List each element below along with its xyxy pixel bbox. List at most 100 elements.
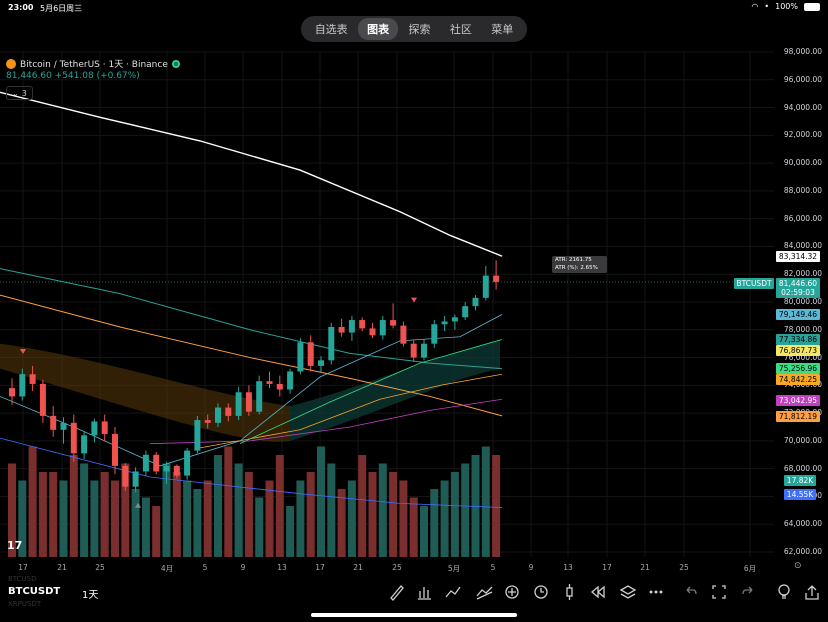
candle[interactable] <box>359 317 366 332</box>
indicator-count: 3 <box>21 88 27 98</box>
candles <box>9 260 500 493</box>
candle[interactable] <box>276 375 283 397</box>
candle[interactable] <box>194 415 201 454</box>
share-icon[interactable] <box>805 585 819 600</box>
candle[interactable] <box>215 403 221 427</box>
layers-icon[interactable] <box>619 585 637 599</box>
volume-bar <box>69 455 78 557</box>
volume-bar <box>461 463 470 557</box>
volume-bar <box>286 506 295 557</box>
candle[interactable] <box>421 339 427 361</box>
candle[interactable] <box>338 318 345 337</box>
candle[interactable] <box>163 461 170 484</box>
candle[interactable] <box>307 335 314 372</box>
undo-icon[interactable] <box>686 586 697 595</box>
candle[interactable] <box>142 450 149 476</box>
volume-bar <box>389 472 398 557</box>
home-indicator[interactable] <box>311 613 517 617</box>
volume-bar <box>378 463 387 557</box>
alarm-icon[interactable] <box>534 585 548 599</box>
trend-icon[interactable] <box>476 586 493 600</box>
candle[interactable] <box>29 365 36 391</box>
atr-value: ATR: 2161.75 <box>555 257 592 263</box>
symbol-title: Bitcoin / TetherUS · 1天 · Binance <box>20 60 168 70</box>
price-axis-label: 82,000.00 <box>783 269 822 279</box>
volume-bar <box>131 489 140 557</box>
add-icon[interactable] <box>505 585 519 599</box>
candle[interactable] <box>348 315 355 341</box>
tab-chart[interactable]: 图表 <box>358 18 399 40</box>
candle[interactable] <box>50 406 57 437</box>
indicators-toggle[interactable]: ⌄ 3 <box>6 86 33 100</box>
redo-icon[interactable] <box>742 586 753 595</box>
tab-explore[interactable]: 探索 <box>408 23 431 36</box>
candle[interactable] <box>245 385 252 416</box>
tab-community[interactable]: 社区 <box>449 23 472 36</box>
bar-chart-icon[interactable] <box>418 587 431 600</box>
candle[interactable] <box>462 302 469 321</box>
candle[interactable] <box>101 414 108 441</box>
candle[interactable] <box>287 368 294 394</box>
candle[interactable] <box>318 356 324 373</box>
candle[interactable] <box>60 417 67 444</box>
candle[interactable] <box>369 322 376 339</box>
candle[interactable] <box>256 375 263 415</box>
more-icon[interactable] <box>649 590 663 594</box>
candle-icon[interactable] <box>566 584 573 600</box>
candle[interactable] <box>431 320 438 348</box>
price-axis-label: 78,000.00 <box>783 324 822 334</box>
line-chart-icon[interactable] <box>445 586 461 598</box>
tab-watchlist[interactable]: 自选表 <box>314 23 348 36</box>
fullscreen-icon[interactable] <box>712 585 726 599</box>
candle[interactable] <box>472 295 479 311</box>
ticker-button[interactable]: BTCUSDT <box>8 586 61 597</box>
pencil-icon[interactable] <box>390 585 404 601</box>
candle[interactable] <box>441 315 448 332</box>
candle[interactable] <box>184 447 191 480</box>
volume-bar <box>337 489 346 557</box>
candle[interactable] <box>328 322 335 365</box>
candle[interactable] <box>235 386 242 421</box>
candle[interactable] <box>9 378 15 405</box>
candle[interactable] <box>173 464 180 479</box>
ma-tag-3: 76,867.73 <box>776 345 820 356</box>
candle[interactable] <box>400 321 407 347</box>
candle[interactable] <box>122 463 129 491</box>
candle[interactable] <box>297 338 304 375</box>
volume-tag-2: 14.55K <box>784 489 816 500</box>
time-axis-label: 25 <box>95 563 105 572</box>
volume-bar <box>49 472 58 557</box>
volume-bar <box>152 506 161 557</box>
time-axis-label: 13 <box>277 563 287 572</box>
candle[interactable] <box>410 339 417 362</box>
candle[interactable] <box>70 414 77 462</box>
candle[interactable] <box>379 315 386 340</box>
candle[interactable] <box>204 414 211 429</box>
candle[interactable] <box>153 452 160 475</box>
ghost-ticker-below: XRPUSDT <box>8 600 42 608</box>
candle[interactable] <box>493 260 500 290</box>
time-axis-label: 25 <box>679 563 689 572</box>
time-axis-label: 17 <box>18 563 28 572</box>
idea-icon[interactable] <box>778 584 790 599</box>
candle[interactable] <box>132 467 139 493</box>
candle[interactable] <box>266 371 273 389</box>
axis-settings-icon[interactable]: ⊙ <box>794 561 802 571</box>
tradingview-logo[interactable]: 17 <box>7 539 23 552</box>
candle[interactable] <box>482 265 489 301</box>
candle[interactable] <box>225 403 232 422</box>
candle[interactable] <box>451 314 458 330</box>
interval-button[interactable]: 1天 <box>82 590 99 601</box>
candle[interactable] <box>39 379 46 423</box>
symbol-line[interactable]: Bitcoin / TetherUS · 1天 · Binance <box>6 57 180 70</box>
volume-bar <box>162 463 171 557</box>
candle[interactable] <box>91 418 98 443</box>
candle[interactable] <box>112 427 118 475</box>
candle[interactable] <box>19 368 26 401</box>
candle[interactable] <box>81 431 88 459</box>
replay-icon[interactable] <box>590 585 605 599</box>
price-axis-label: 84,000.00 <box>783 241 822 251</box>
tab-menu[interactable]: 菜单 <box>491 23 514 36</box>
candle[interactable] <box>390 303 397 329</box>
